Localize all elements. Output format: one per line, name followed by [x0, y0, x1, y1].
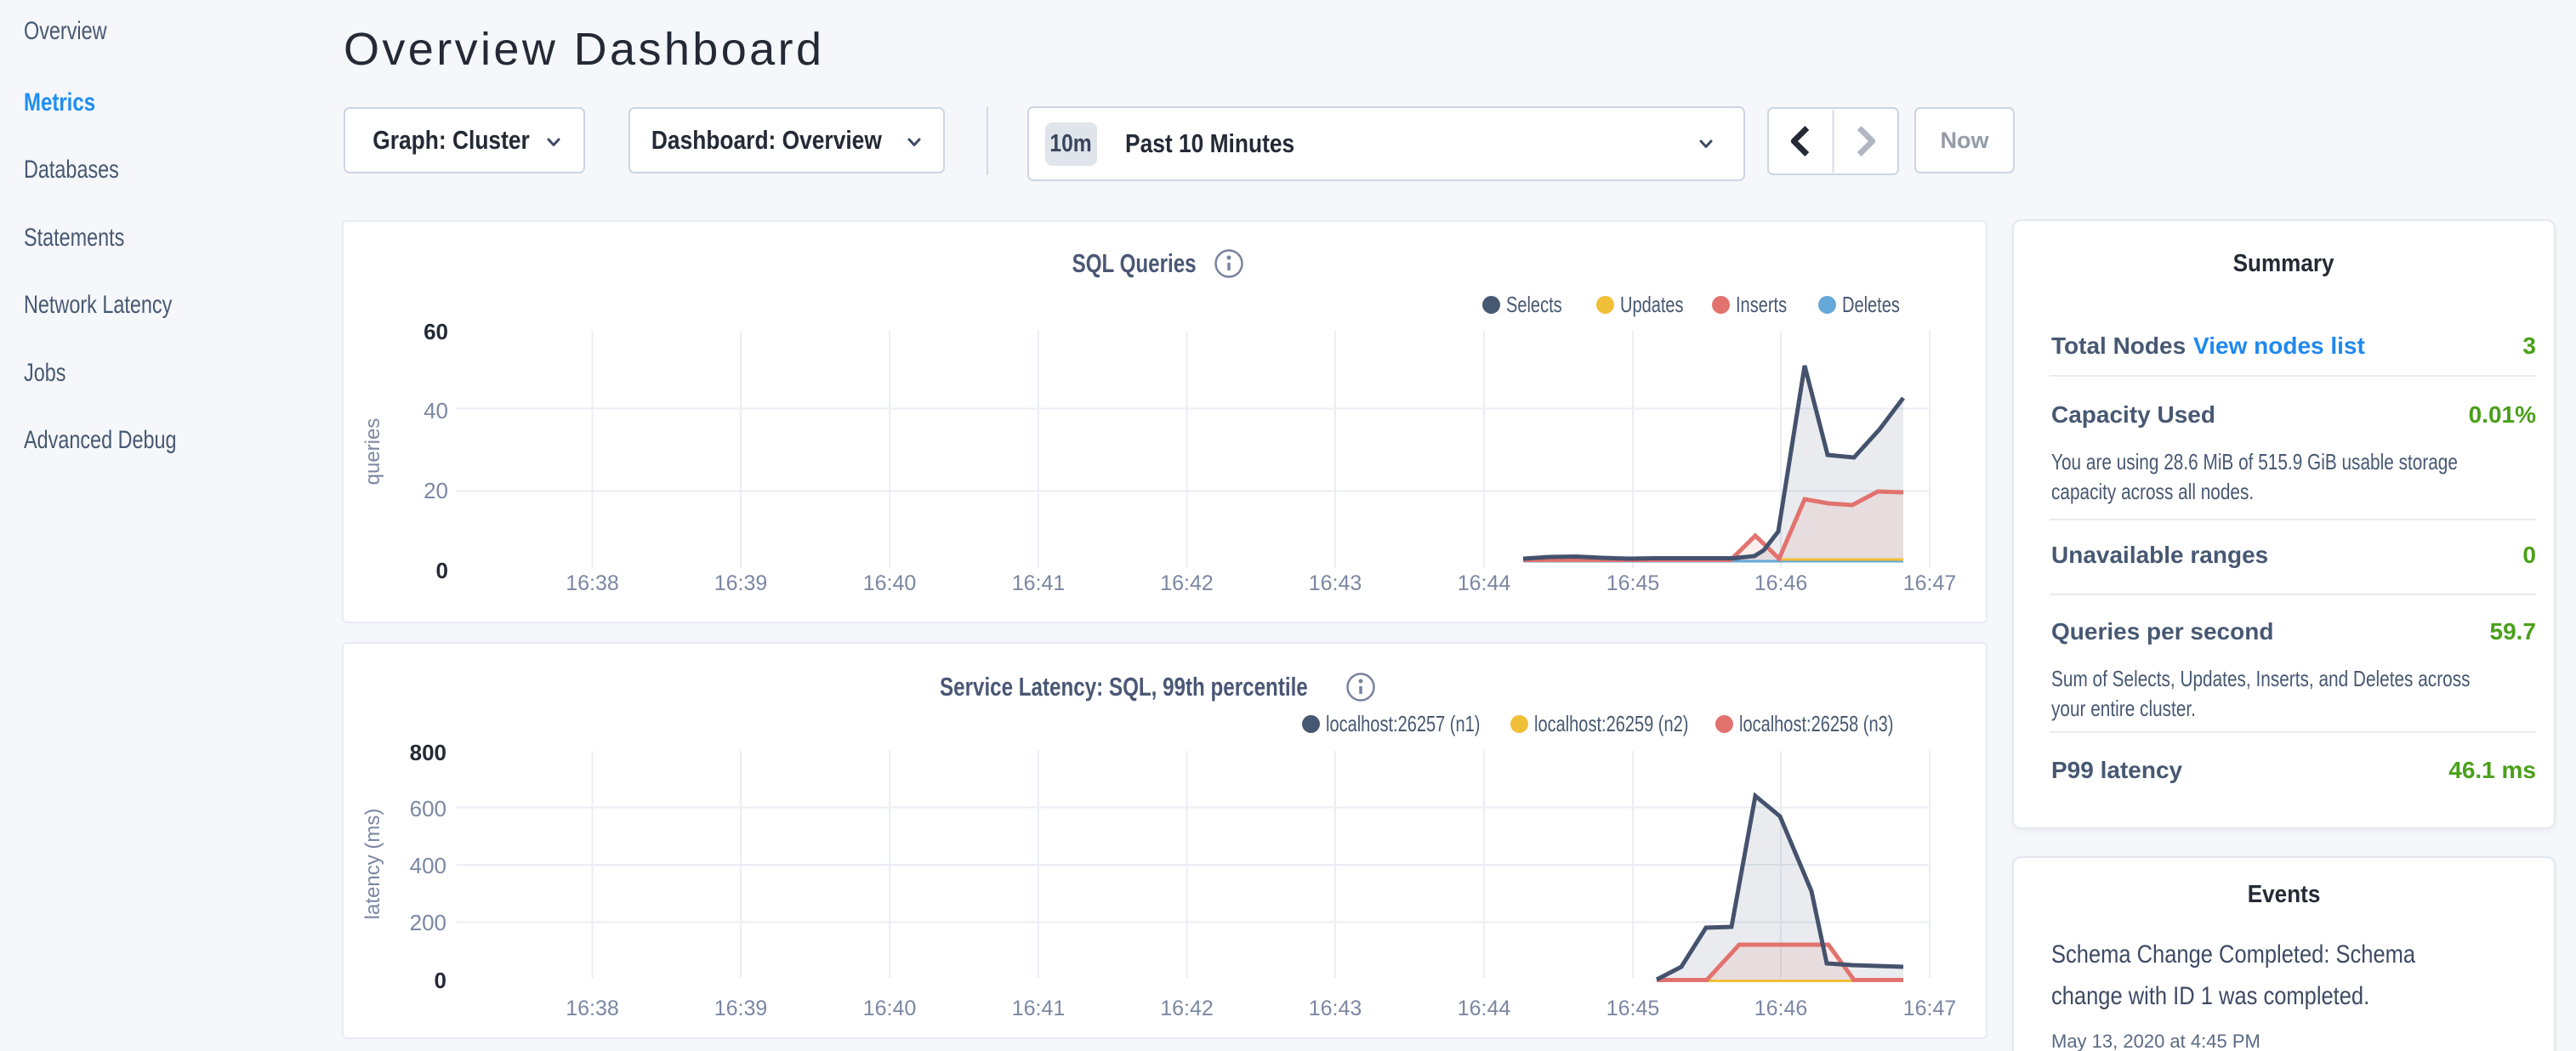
svg-text:20: 20 [424, 478, 448, 503]
svg-text:16:41: 16:41 [1012, 571, 1066, 595]
svg-text:800: 800 [410, 740, 446, 765]
svg-text:16:40: 16:40 [863, 571, 917, 595]
svg-text:16:44: 16:44 [1458, 571, 1511, 595]
svg-text:16:44: 16:44 [1458, 997, 1511, 1020]
svg-text:600: 600 [410, 796, 446, 821]
svg-text:16:47: 16:47 [1903, 571, 1957, 595]
svg-text:16:43: 16:43 [1309, 571, 1362, 595]
svg-text:0: 0 [436, 558, 448, 583]
svg-text:16:38: 16:38 [566, 571, 619, 595]
svg-text:40: 40 [424, 398, 448, 423]
svg-text:16:42: 16:42 [1160, 997, 1214, 1020]
svg-text:16:47: 16:47 [1903, 997, 1957, 1020]
svg-text:16:39: 16:39 [714, 571, 768, 595]
svg-text:latency (ms): latency (ms) [361, 809, 384, 920]
svg-text:16:41: 16:41 [1012, 997, 1066, 1020]
svg-text:16:38: 16:38 [566, 997, 619, 1020]
svg-text:16:46: 16:46 [1754, 571, 1808, 595]
svg-text:16:40: 16:40 [863, 997, 917, 1020]
svg-text:16:45: 16:45 [1606, 571, 1660, 595]
svg-text:16:42: 16:42 [1160, 571, 1214, 595]
svg-text:16:39: 16:39 [714, 997, 768, 1020]
svg-text:16:46: 16:46 [1754, 997, 1808, 1020]
svg-text:16:43: 16:43 [1309, 997, 1362, 1020]
svg-text:60: 60 [424, 319, 448, 344]
svg-text:0: 0 [435, 968, 446, 993]
svg-text:queries: queries [361, 418, 384, 486]
svg-text:400: 400 [410, 853, 446, 878]
svg-text:16:45: 16:45 [1606, 997, 1660, 1020]
svg-text:200: 200 [410, 910, 446, 935]
